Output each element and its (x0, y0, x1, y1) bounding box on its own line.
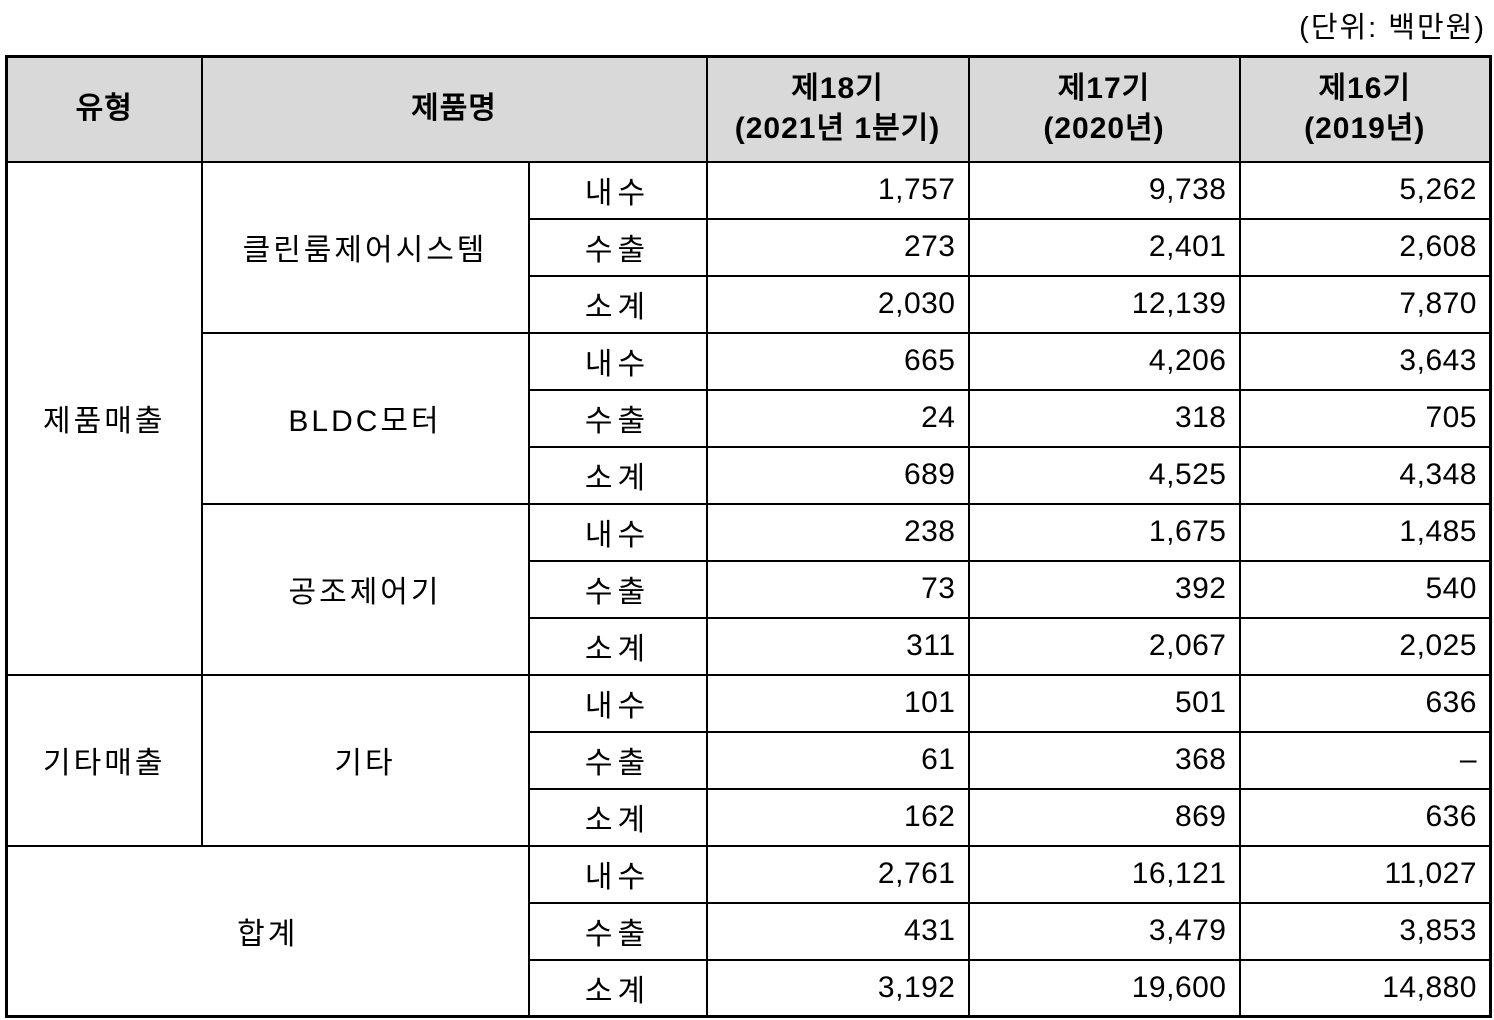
table-row: 수출 273 2,401 2,608 (7, 217, 1492, 277)
revenue-table: 유형 제품명 제18기 (2021년 1분기) 제17기 (2020년) 제16… (5, 55, 1492, 1018)
table-row: 수출 24 318 705 (7, 388, 1492, 448)
cell-value-p17: 9,738 (967, 160, 1241, 220)
cell-channel: 수출 (527, 901, 708, 961)
table-row: BLDC모터 내수 665 4,206 3,643 (7, 331, 1492, 505)
table-row: 기타매출 기타 내수 101 501 636 (5, 673, 1492, 847)
cell-value-p16: 5,262 (1238, 160, 1492, 220)
cell-product-other: 기타 (200, 673, 530, 847)
table-row: 공조제어기 내수 238 1,675 1,485 (7, 502, 1492, 676)
cell-value-p17: 12,139 (967, 274, 1241, 334)
cell-channel: 내수 (527, 331, 708, 391)
cell-value-p18: 665 (705, 331, 970, 391)
cell-value-p16: 3,643 (1238, 331, 1492, 391)
cell-channel: 수출 (527, 730, 708, 790)
cell-value-p16: 14,880 (1238, 958, 1492, 1018)
cell-value-p18: 2,761 (705, 844, 970, 904)
cell-value-p17: 16,121 (967, 844, 1241, 904)
cell-value-p17: 19,600 (967, 958, 1241, 1018)
cell-channel: 내수 (527, 673, 708, 733)
period17-subtitle: (2020년) (1043, 112, 1165, 146)
cell-value-p16: 3,853 (1238, 901, 1492, 961)
table-row: 소계 2,030 12,139 7,870 (7, 274, 1492, 334)
cell-type-other-sales: 기타매출 (5, 673, 203, 847)
cell-product-hvac-controller: 공조제어기 (200, 502, 530, 676)
cell-value-p16: 705 (1238, 388, 1492, 448)
cell-channel: 소계 (527, 274, 708, 334)
table-row: 소계 3,192 19,600 14,880 (7, 958, 1492, 1018)
cell-value-p16: 2,608 (1238, 217, 1492, 277)
cell-type-product-sales: 제품매출 (5, 160, 203, 676)
cell-value-p16: 4,348 (1238, 445, 1492, 505)
cell-value-p18: 2,030 (705, 274, 970, 334)
cell-value-p18: 1,757 (705, 160, 970, 220)
table-row: 수출 73 392 540 (7, 559, 1492, 619)
cell-value-p16: 636 (1238, 673, 1492, 733)
cell-total-label: 합계 (5, 844, 530, 1018)
cell-value-p18: 431 (705, 901, 970, 961)
cell-value-p16: 7,870 (1238, 274, 1492, 334)
cell-value-p18: 24 (705, 388, 970, 448)
cell-channel: 소계 (527, 616, 708, 676)
period18-subtitle: (2021년 1분기) (734, 112, 941, 146)
column-header-period18: 제18기 (2021년 1분기) (705, 55, 970, 163)
cell-value-p17: 3,479 (967, 901, 1241, 961)
cell-value-p17: 4,525 (967, 445, 1241, 505)
cell-value-p18: 61 (705, 730, 970, 790)
table-row: 수출 431 3,479 3,853 (7, 901, 1492, 961)
column-header-type: 유형 (5, 55, 203, 163)
cell-channel: 내수 (527, 160, 708, 220)
cell-channel: 내수 (527, 844, 708, 904)
column-header-period17: 제17기 (2020년) (967, 55, 1241, 163)
cell-product-bldc-motor: BLDC모터 (200, 331, 530, 505)
cell-channel: 소계 (527, 445, 708, 505)
table-row: 소계 311 2,067 2,025 (7, 616, 1492, 676)
cell-channel: 소계 (527, 787, 708, 847)
cell-value-p18: 101 (705, 673, 970, 733)
cell-channel: 수출 (527, 217, 708, 277)
cell-value-p18: 311 (705, 616, 970, 676)
cell-value-p17: 392 (967, 559, 1241, 619)
cell-value-p18: 3,192 (705, 958, 970, 1018)
period16-title: 제16기 (1318, 71, 1412, 105)
column-header-period16: 제16기 (2019년) (1238, 55, 1492, 163)
cell-channel: 수출 (527, 388, 708, 448)
cell-value-p18: 238 (705, 502, 970, 562)
cell-value-p17: 318 (967, 388, 1241, 448)
cell-channel: 소계 (527, 958, 708, 1018)
cell-value-p17: 869 (967, 787, 1241, 847)
cell-channel: 내수 (527, 502, 708, 562)
table-row: 수출 61 368 – (7, 730, 1492, 790)
table-row: 소계 689 4,525 4,348 (7, 445, 1492, 505)
period18-title: 제18기 (791, 71, 884, 105)
cell-value-p16: 2,025 (1238, 616, 1492, 676)
cell-channel: 수출 (527, 559, 708, 619)
cell-value-p17: 1,675 (967, 502, 1241, 562)
cell-value-p17: 2,067 (967, 616, 1241, 676)
cell-value-p16: 11,027 (1238, 844, 1492, 904)
cell-value-p16: – (1238, 730, 1492, 790)
table-row: 제품매출 클린룸제어시스템 내수 1,757 9,738 5,262 (5, 160, 1492, 676)
period17-title: 제17기 (1057, 71, 1151, 105)
cell-value-p17: 501 (967, 673, 1241, 733)
unit-note: (단위: 백만원) (1299, 12, 1486, 44)
cell-product-cleanroom: 클린룸제어시스템 (200, 160, 530, 334)
cell-value-p18: 689 (705, 445, 970, 505)
cell-value-p17: 2,401 (967, 217, 1241, 277)
cell-value-p18: 273 (705, 217, 970, 277)
period16-subtitle: (2019년) (1304, 112, 1426, 146)
cell-value-p16: 1,485 (1238, 502, 1492, 562)
cell-value-p17: 4,206 (967, 331, 1241, 391)
cell-value-p16: 540 (1238, 559, 1492, 619)
cell-value-p18: 162 (705, 787, 970, 847)
cell-value-p16: 636 (1238, 787, 1492, 847)
cell-value-p18: 73 (705, 559, 970, 619)
header-row: 유형 제품명 제18기 (2021년 1분기) 제17기 (2020년) 제16… (5, 55, 1492, 163)
cell-value-p17: 368 (967, 730, 1241, 790)
table-row: 소계 162 869 636 (7, 787, 1492, 847)
column-header-product: 제품명 (200, 55, 708, 163)
table-row: 합계 내수 2,761 16,121 11,027 (5, 844, 1492, 1018)
